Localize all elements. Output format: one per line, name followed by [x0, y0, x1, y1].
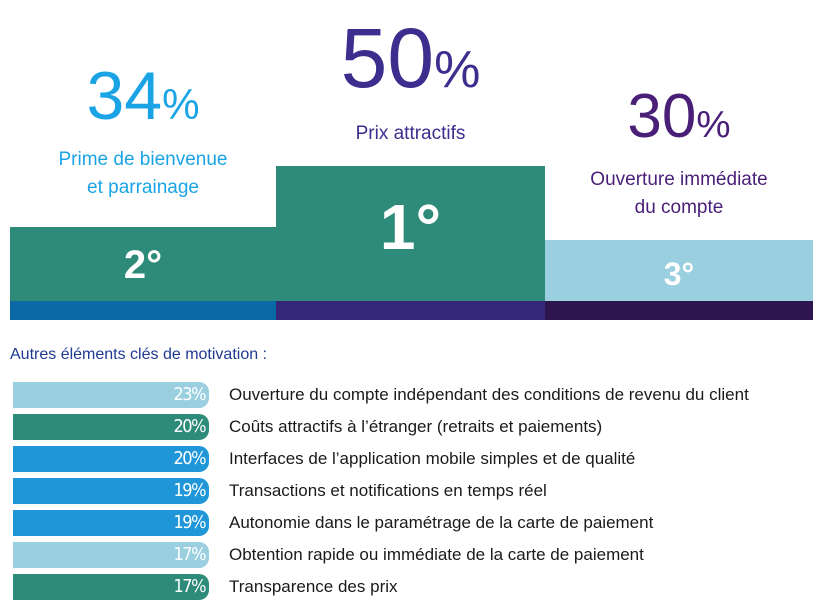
motivation-row: 17% Obtention rapide ou immédiate de la c…: [13, 542, 822, 568]
podium-label-line: Prix attractifs: [355, 123, 466, 144]
motivation-bar-label: Transactions et notifications en temps r…: [229, 481, 547, 500]
podium-label-2: Prime de bienvenue et parrainage: [10, 146, 276, 202]
motivation-row: 17% Transparence des prix: [13, 574, 822, 600]
motivation-bar-value: 17%: [173, 576, 207, 597]
podium-label-line: du compte: [634, 197, 724, 218]
motivation-bar-value: 23%: [173, 384, 207, 405]
motivation-bar-label: Ouverture du compte indépendant des cond…: [229, 385, 749, 404]
motivation-bar: 19%: [13, 478, 209, 504]
podium-value-3: 30%: [627, 82, 731, 151]
motivation-bar: 17%: [13, 542, 209, 568]
motivation-row: 19% Transactions et notifications en temp…: [13, 478, 822, 504]
podium-value-1: 50%: [340, 11, 481, 105]
motivation-row: 19% Autonomie dans le paramétrage de la c…: [13, 510, 822, 536]
podium-rank-3: 3°: [663, 256, 695, 292]
podium-label-3: Ouverture immédiate du compte: [545, 166, 813, 222]
motivation-bar: 20%: [13, 446, 209, 472]
podium-rank-2: 2°: [123, 243, 163, 287]
podium-block-1: [276, 166, 545, 301]
podium-rank-1: 1°: [379, 191, 442, 263]
motivation-bar: 20%: [13, 414, 209, 440]
podium-value-2: 34%: [86, 58, 200, 134]
motivation-row: 20% Interfaces de l’application mobile si…: [13, 446, 822, 472]
podium-block-3: [545, 240, 813, 301]
motivation-bar-label: Obtention rapide ou immédiate de la cart…: [229, 545, 644, 564]
motivation-bar-value: 20%: [173, 448, 207, 469]
motivation-bar-label: Transparence des prix: [229, 577, 398, 596]
podium-block-2: [10, 227, 276, 301]
motivation-section-title: Autres éléments clés de motivation :: [10, 346, 268, 363]
podium-base-3: [545, 301, 813, 320]
motivation-bar-label: Interfaces de l’application mobile simpl…: [229, 449, 636, 468]
motivation-bar: 19%: [13, 510, 209, 536]
motivation-bar-label: Autonomie dans le paramétrage de la cart…: [229, 513, 654, 532]
motivation-bar-value: 20%: [173, 416, 207, 437]
motivation-bar-label: Coûts attractifs à l’étranger (retraits …: [229, 417, 603, 436]
podium-base-2: [10, 301, 276, 320]
motivation-bar: 17%: [13, 574, 209, 600]
motivation-bar-value: 17%: [173, 544, 207, 565]
motivation-row: 23% Ouverture du compte indépendant des c…: [13, 382, 822, 408]
motivation-bar-value: 19%: [173, 512, 207, 533]
motivation-bar-value: 19%: [173, 480, 207, 501]
podium-base-1: [276, 301, 545, 320]
podium-label-line: Ouverture immédiate: [590, 169, 768, 190]
motivation-bar: 23%: [13, 382, 209, 408]
podium-label-1: Prix attractifs: [276, 120, 545, 148]
podium-label-line: Prime de bienvenue: [58, 149, 228, 170]
motivation-row: 20% Coûts attractifs à l’étranger (retrai…: [13, 414, 822, 440]
podium-label-line: et parrainage: [87, 177, 199, 198]
